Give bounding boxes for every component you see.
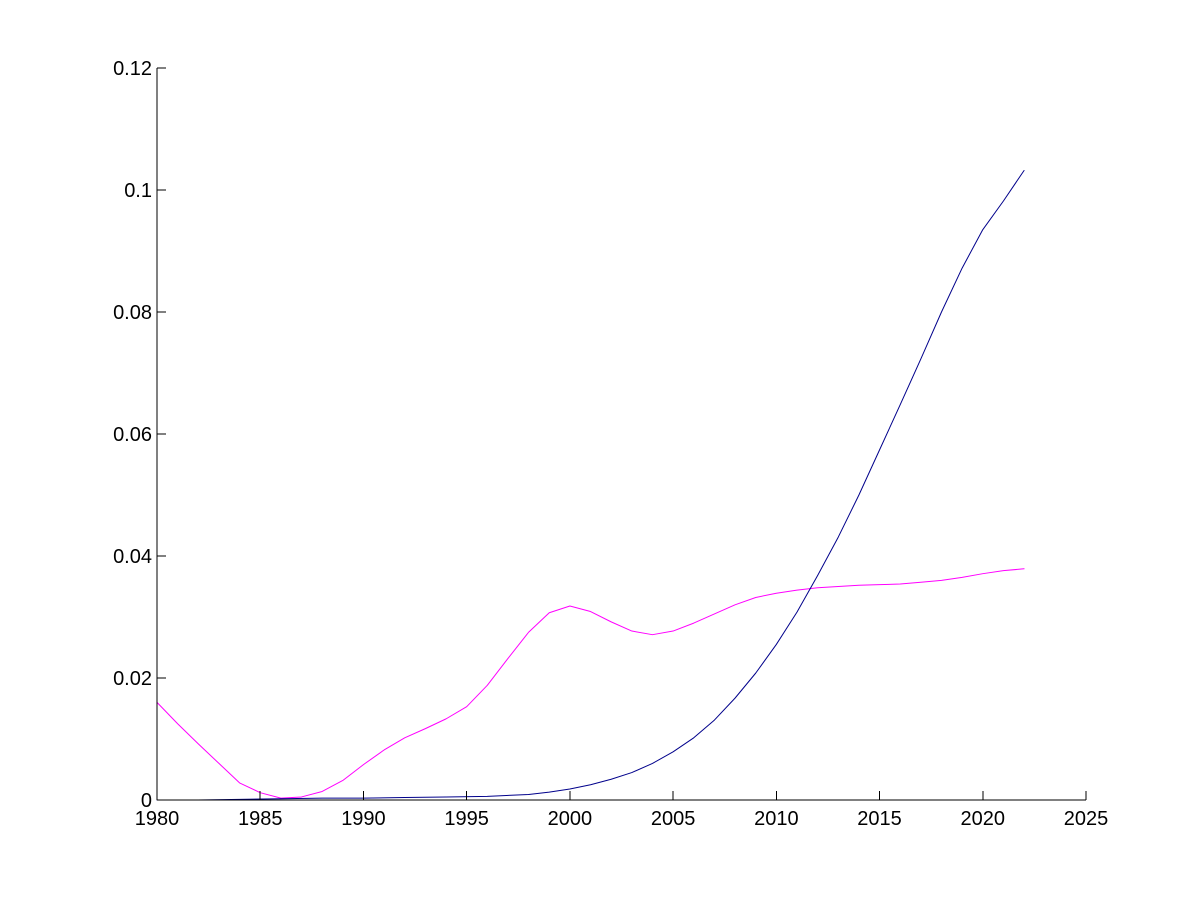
x-tick-label: 2010 (754, 808, 799, 830)
series-line-2 (156, 169, 1025, 801)
y-tick-label: 0.06 (113, 424, 152, 446)
x-tick-label: 2005 (651, 808, 696, 830)
y-tick-label: 0.04 (113, 546, 152, 568)
x-tick-label: 1980 (135, 808, 180, 830)
y-tick-label: 0.12 (113, 58, 152, 80)
x-tick-label: 2015 (857, 808, 902, 830)
axes: 1980 1985 1990 1995 2000 2005 2010 2015 2020 2025… (113, 58, 1108, 830)
x-tick-label: 1985 (238, 808, 283, 830)
series-layer (156, 169, 1025, 801)
x-tick-label: 2020 (961, 808, 1006, 830)
y-tick-label: 0 (141, 790, 152, 812)
y-tick-label: 0.02 (113, 668, 152, 690)
x-tick-label: 2025 (1064, 808, 1109, 830)
y-tick-label: 0.1 (124, 180, 152, 202)
series-line-1 (156, 568, 1025, 799)
y-tick-label: 0.08 (113, 302, 152, 324)
x-tick-label: 1995 (444, 808, 489, 830)
x-tick-label: 2000 (548, 808, 593, 830)
x-tick-label: 1990 (341, 808, 386, 830)
